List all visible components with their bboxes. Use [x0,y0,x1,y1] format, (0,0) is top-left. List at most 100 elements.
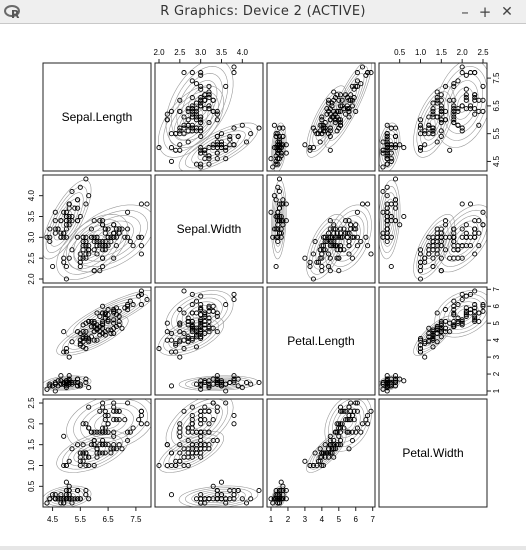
data-point [329,446,335,452]
tick-label: 5.5 [492,128,501,140]
data-point [91,442,97,448]
data-point [451,303,457,309]
data-point [181,337,187,343]
data-point [58,492,64,498]
data-point [278,142,284,148]
data-point [58,234,64,240]
data-point [480,308,486,314]
minimize-button[interactable]: – [461,3,469,21]
data-point [455,108,461,114]
data-point [52,209,58,215]
data-point [278,487,284,494]
data-point [80,247,86,253]
data-point [138,234,144,240]
tick-label: 1.0 [415,48,427,57]
data-point [111,330,117,336]
data-point [438,111,444,117]
data-point [273,226,279,232]
data-point [100,318,106,325]
contour-ellipse [457,308,470,319]
data-point [463,97,469,103]
data-point [223,400,229,406]
close-button[interactable]: ✕ [501,4,513,20]
data-point [77,383,83,389]
data-point [210,400,216,406]
data-point [463,313,469,319]
contour-ellipse [168,321,214,350]
contour-ellipse [171,66,229,141]
data-point [189,421,195,427]
tick-label: 4.0 [27,190,36,202]
data-point [354,408,360,414]
data-point [442,117,449,123]
data-point [111,325,117,331]
data-point [198,95,204,101]
data-point [278,213,284,220]
data-point [438,97,444,103]
contour-ellipse [416,219,452,275]
data-point [138,288,144,294]
data-point [327,125,333,131]
data-point [111,234,117,240]
contour-ellipse [438,209,487,267]
data-point [248,381,254,387]
data-point [463,312,469,318]
data-point [83,335,89,342]
window-title: R Graphics: Device 2 (ACTIVE) [160,4,366,19]
data-point [223,147,229,153]
data-point [472,313,478,319]
panel-sepal-length-vs-petal-length-contours [43,290,151,391]
title-bar[interactable]: R R Graphics: Device 2 (ACTIVE) – + ✕ [0,0,526,24]
maximize-button[interactable]: + [478,3,492,21]
data-point [173,458,179,464]
data-point [223,156,229,162]
contour-ellipse [452,305,474,323]
data-point [275,156,281,162]
data-point [125,226,131,232]
data-point [125,209,131,215]
contour-ellipse [305,85,347,158]
data-point [314,131,320,137]
data-point [322,238,328,245]
data-point [63,385,69,391]
contour-ellipse [434,290,487,338]
data-point [77,496,83,502]
data-point [317,139,323,145]
contour-ellipse [275,205,282,234]
data-point [210,381,216,387]
panel-petal-width-vs-petal-length-points [380,288,486,394]
data-point [181,446,187,452]
data-point [332,117,338,123]
data-point [327,218,333,224]
data-point [235,383,241,389]
data-point [125,429,131,435]
data-point [214,437,220,444]
data-point [327,268,333,274]
data-point [326,454,332,460]
data-point [276,176,283,182]
data-point [319,251,325,257]
data-point [476,122,482,128]
data-point [426,114,432,120]
data-point [467,243,474,249]
data-point [210,145,216,151]
data-point [214,313,220,319]
tick-label: 2.5 [27,397,36,409]
data-point [116,408,122,414]
data-point [105,234,111,240]
data-point [116,230,122,236]
data-point [66,487,72,494]
data-point [214,379,220,386]
data-point [227,496,233,502]
data-point [198,446,204,452]
data-point [422,259,428,265]
data-point [463,95,469,101]
contour-ellipse [45,487,88,507]
data-point [206,305,212,311]
data-point [273,145,279,151]
tick-label: 0.5 [27,480,36,492]
data-point [83,346,89,352]
data-point [344,230,350,236]
tick-label: 4 [320,515,325,524]
data-point [451,83,457,89]
